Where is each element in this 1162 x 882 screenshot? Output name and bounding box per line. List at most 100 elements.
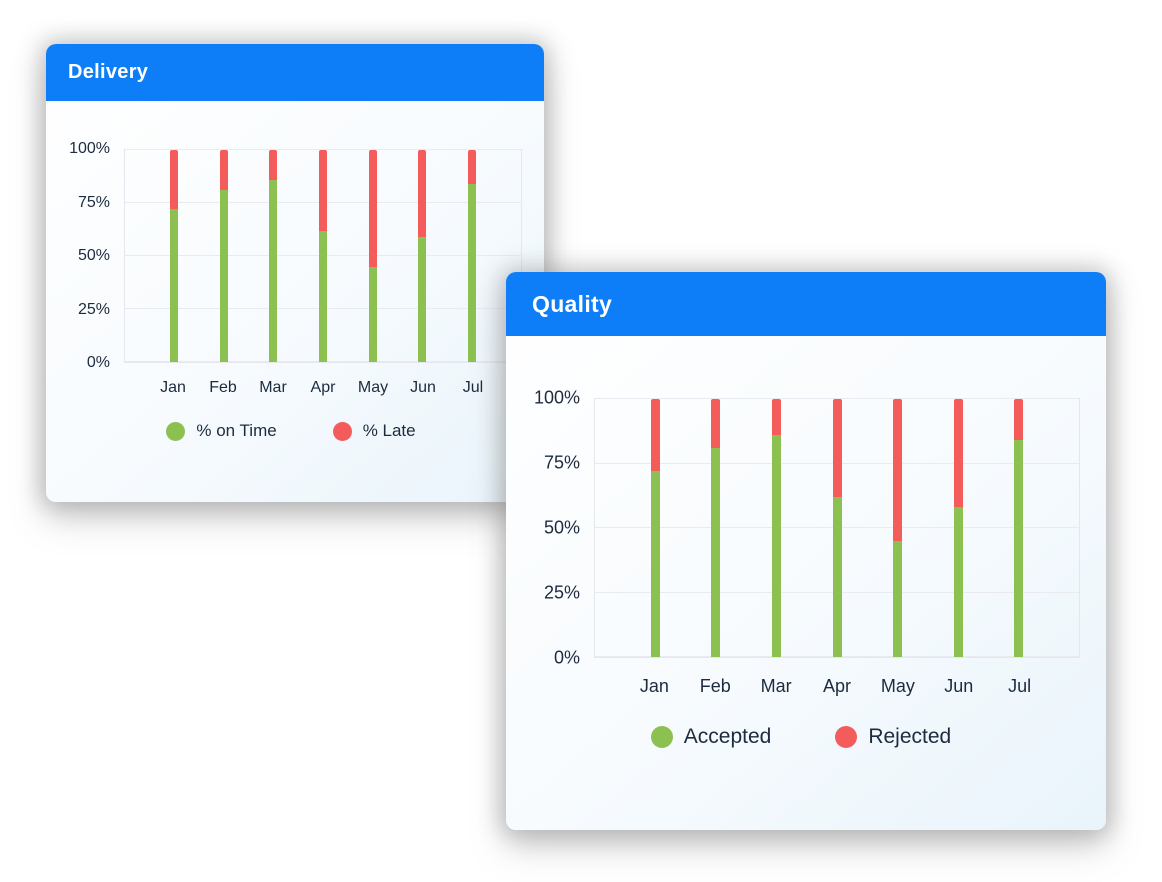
bar-column-mar [746,399,807,657]
bar-segment-top [1014,399,1024,441]
bar-segment-bottom [771,435,781,657]
x-tick-label: Apr [310,379,336,396]
legend-label: Rejected [868,725,952,748]
stacked-bar-jun [953,399,963,657]
legend-item: Accepted [650,725,772,749]
bar-column-apr [298,150,348,362]
bar-column-jan [149,150,199,362]
plot-area [594,398,1080,658]
x-tick-cell: Feb [685,676,746,697]
bar-column-jun [928,399,989,657]
x-tick-cell: Apr [807,676,868,697]
legend-item: Rejected [835,725,951,749]
x-tick-cell: Jan [148,379,198,397]
bar-segment-top [711,399,721,449]
x-axis: Jan Feb Mar Apr May Jun Jul [594,676,1080,697]
stacked-bar-feb [219,150,228,362]
bar-segment-bottom [418,236,427,362]
delivery-card: Delivery 0% 25% 50% 75% 100% Jan Feb Mar Apr May J… [46,44,544,502]
bar-segment-bottom [650,471,660,657]
y-tick-label: 25% [543,582,580,603]
bar-segment-top [468,150,477,184]
bar-segment-top [953,399,963,508]
x-tick-cell: Mar [248,379,298,397]
delivery-card-header: Delivery [46,44,544,101]
stacked-bar-may [368,150,377,362]
x-tick-label: Mar [760,676,792,696]
gridline [595,398,1079,399]
bar-column-mar [248,150,298,362]
stacked-bar-jan [169,150,178,362]
bar-segment-top [368,150,377,267]
bar-segment-top [832,399,842,498]
y-tick-label: 50% [543,517,580,538]
stacked-bar-may [893,399,903,657]
bar-segment-bottom [893,540,903,657]
x-tick-cell: Feb [198,379,248,397]
bar-segment-bottom [169,209,178,362]
y-tick-label: 25% [77,300,110,318]
bar-column-jan [625,399,686,657]
bar-segment-bottom [219,190,228,362]
x-tick-label: Jun [944,676,974,696]
x-tick-label: May [357,379,389,396]
stacked-bar-apr [319,150,328,362]
chart-plot-region: 0% 25% 50% 75% 100% [60,140,522,371]
bar-column-may [867,399,928,657]
chart-plot-region: 0% 25% 50% 75% 100% [522,388,1080,668]
bar-column-jul [988,399,1049,657]
legend: % on Time % Late [60,421,522,441]
legend-swatch-icon [332,421,352,441]
x-tick-cell: Apr [298,379,348,397]
y-tick-label: 100% [69,140,110,157]
legend-swatch-icon [835,726,858,748]
legend-label: % Late [362,421,416,440]
quality-stacked-bar-chart: 0% 25% 50% 75% 100% Jan Feb Mar Apr May Jun Jul Acce… [522,388,1080,749]
bar-segment-top [219,150,228,191]
bar-column-feb [686,399,747,657]
bars-row [125,150,521,362]
legend-label: % on Time [196,421,277,440]
bar-column-jun [398,150,448,362]
quality-card-title: Quality [532,290,613,317]
legend-label: Accepted [683,725,772,748]
x-tick-cell: Mar [746,676,807,697]
x-axis: Jan Feb Mar Apr May Jun Jul [124,379,522,397]
x-tick-label: Jun [410,379,436,396]
delivery-stacked-bar-chart: 0% 25% 50% 75% 100% Jan Feb Mar Apr May Jun Jul % on… [60,140,522,441]
quality-card: Quality 0% 25% 50% 75% 100% Jan Feb Mar Apr May Ju… [506,272,1106,830]
quality-card-header: Quality [506,272,1106,336]
bar-column-feb [199,150,249,362]
stacked-bar-jun [418,150,427,362]
x-tick-label: Jan [160,379,186,396]
x-tick-cell: Jul [989,676,1050,697]
x-tick-label: Feb [699,676,731,696]
stacked-bar-mar [771,399,781,657]
bar-segment-top [893,399,903,541]
bar-segment-bottom [468,183,477,362]
legend: Accepted Rejected [522,725,1080,749]
x-tick-label: Jan [639,676,669,696]
delivery-card-title: Delivery [68,61,149,83]
y-tick-label: 0% [553,647,580,668]
delivery-card-body: 0% 25% 50% 75% 100% Jan Feb Mar Apr May Jun Jul % on… [46,101,544,441]
bar-segment-bottom [1014,440,1024,657]
bar-segment-bottom [319,230,328,362]
x-tick-cell: Jan [624,676,685,697]
bar-segment-bottom [832,497,842,657]
gridline [125,149,521,150]
bar-segment-top [418,150,427,237]
x-tick-cell: Jun [398,379,448,397]
stacked-bar-jul [468,150,477,362]
bar-segment-bottom [368,266,377,362]
y-tick-label: 0% [86,354,110,371]
bars-row [595,399,1079,657]
bar-segment-top [269,150,278,180]
legend-swatch-icon [166,421,186,441]
y-tick-label: 75% [77,193,110,211]
y-axis: 0% 25% 50% 75% 100% [60,140,124,371]
legend-item: % on Time [166,421,277,441]
x-tick-label: Apr [823,676,852,696]
plot-area [124,149,522,363]
